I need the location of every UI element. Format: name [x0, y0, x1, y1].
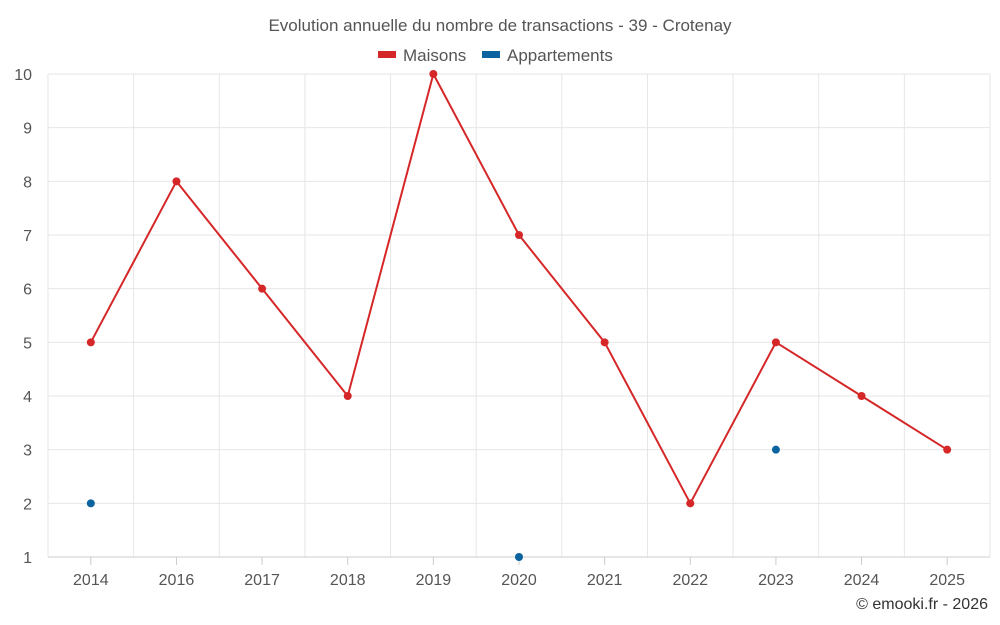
y-tick-label-2: 2	[23, 496, 32, 513]
x-tick-label-2021: 2021	[587, 572, 623, 589]
data-point-maisons-2016[interactable]	[172, 177, 181, 186]
data-point-appartements-2014[interactable]	[86, 499, 95, 508]
chart-title: Evolution annuelle du nombre de transact…	[268, 16, 732, 35]
legend-swatch-appartements	[482, 51, 500, 58]
legend-label-appartements: Appartements	[507, 46, 613, 65]
grid	[47, 73, 991, 557]
data-point-maisons-2018[interactable]	[343, 392, 352, 400]
series-line-maisons	[175, 180, 264, 290]
series-line-maisons	[689, 341, 777, 505]
x-tick-label-2022: 2022	[672, 572, 708, 589]
series-line-maisons	[860, 395, 949, 451]
data-point-appartements-2020[interactable]	[515, 553, 523, 561]
data-point-maisons-2020[interactable]	[515, 231, 523, 239]
y-tick-label-8: 8	[23, 174, 32, 191]
axes: 1 2 3 4 5 6 7 8 9 10 2014 2016 2017 2018 2019 2020 2021 2…	[14, 67, 990, 589]
series-line-maisons	[432, 73, 520, 236]
y-tick-label-9: 9	[23, 121, 32, 138]
y-tick-label-1: 1	[23, 550, 32, 567]
legend-label-maisons: Maisons	[403, 46, 466, 65]
data-point-maisons-2025[interactable]	[943, 445, 952, 454]
y-tick-label-10: 10	[14, 67, 32, 84]
y-tick-label-5: 5	[23, 335, 32, 352]
y-tick-label-6: 6	[23, 282, 32, 299]
series-appartements	[86, 445, 780, 561]
series-line-maisons	[603, 341, 692, 505]
data-point-maisons-2014[interactable]	[86, 338, 95, 347]
series-line-maisons	[261, 287, 349, 397]
y-tick-label-4: 4	[23, 389, 32, 406]
x-tick-label-2023: 2023	[758, 572, 794, 589]
legend-item-appartements[interactable]: Appartements	[482, 46, 613, 65]
data-point-maisons-2022[interactable]	[686, 499, 695, 508]
legend-item-maisons[interactable]: Maisons	[378, 46, 466, 65]
series-line-maisons	[89, 180, 178, 344]
legend: Maisons Appartements	[378, 46, 613, 65]
x-tick-label-2019: 2019	[416, 572, 452, 589]
y-tick-label-7: 7	[23, 228, 32, 245]
series-line-maisons	[774, 341, 863, 397]
legend-swatch-maisons	[378, 51, 396, 58]
y-tick-label-3: 3	[23, 443, 32, 460]
x-tick-label-2020: 2020	[501, 572, 537, 589]
x-tick-label-2025: 2025	[929, 572, 965, 589]
series	[86, 70, 952, 561]
data-point-maisons-2024[interactable]	[857, 392, 866, 400]
x-tick-label-2018: 2018	[330, 572, 366, 589]
data-point-maisons-2021[interactable]	[600, 338, 609, 347]
data-point-maisons-2019[interactable]	[429, 70, 438, 78]
x-tick-label-2024: 2024	[844, 572, 880, 589]
data-point-maisons-2023[interactable]	[771, 338, 780, 347]
series-line-maisons	[346, 73, 435, 397]
data-point-appartements-2023[interactable]	[771, 445, 780, 454]
series-maisons	[86, 70, 952, 508]
series-line-maisons	[518, 234, 606, 344]
data-point-maisons-2017[interactable]	[258, 284, 267, 293]
x-tick-label-2014: 2014	[73, 572, 109, 589]
credit-text: © emooki.fr - 2026	[856, 596, 988, 613]
x-tick-label-2016: 2016	[159, 572, 195, 589]
x-tick-label-2017: 2017	[244, 572, 280, 589]
